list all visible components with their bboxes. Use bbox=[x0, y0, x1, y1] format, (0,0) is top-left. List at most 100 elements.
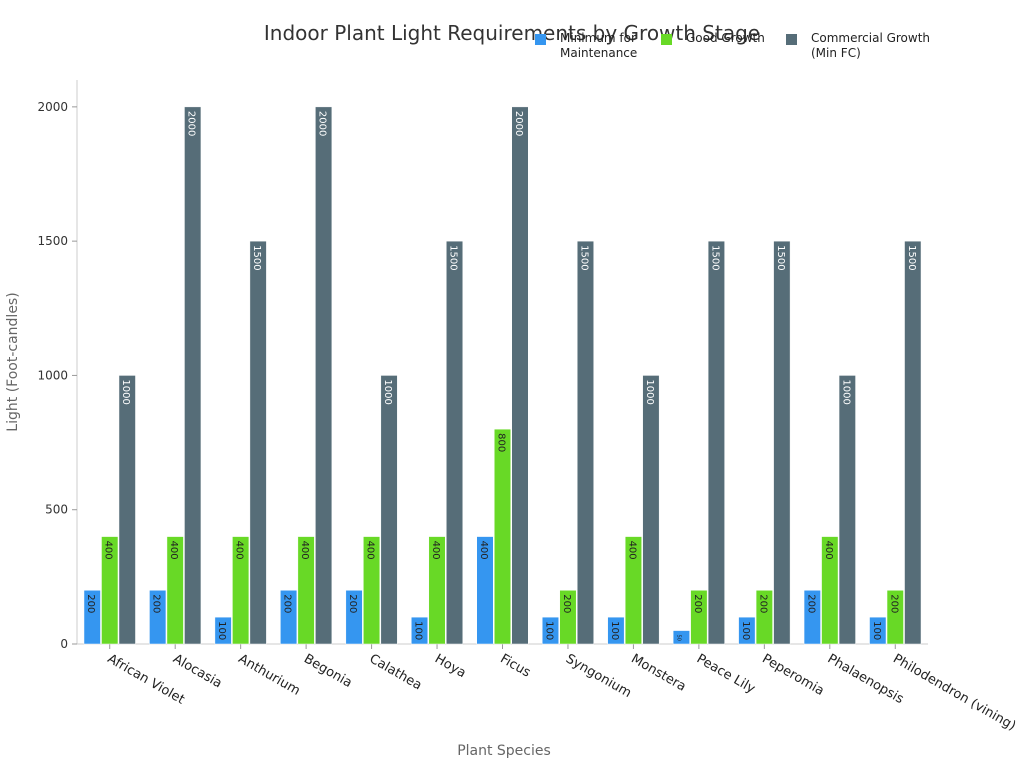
bar bbox=[280, 590, 298, 645]
legend-item: Good Growth bbox=[656, 31, 781, 61]
legend-label: Commercial Growth (Min FC) bbox=[811, 31, 931, 60]
bar bbox=[446, 240, 464, 645]
value-label: 100 bbox=[740, 621, 751, 640]
value-label: 100 bbox=[609, 621, 620, 640]
bar bbox=[232, 536, 250, 645]
bar bbox=[607, 616, 625, 645]
value-label: 1500 bbox=[709, 245, 720, 270]
bar bbox=[184, 106, 202, 645]
value-label: 400 bbox=[234, 541, 245, 560]
bar bbox=[707, 240, 725, 645]
value-label: 100 bbox=[871, 621, 882, 640]
value-label: 1500 bbox=[578, 245, 589, 270]
bar bbox=[428, 536, 446, 645]
value-label: 400 bbox=[299, 541, 310, 560]
value-label: 200 bbox=[85, 594, 96, 613]
value-label: 1000 bbox=[120, 379, 131, 404]
value-label: 400 bbox=[626, 541, 637, 560]
legend-label: Good Growth bbox=[686, 31, 765, 45]
value-label: 200 bbox=[692, 594, 703, 613]
legend-swatch bbox=[786, 34, 797, 45]
x-ticks bbox=[109, 644, 896, 649]
value-label: 1500 bbox=[251, 245, 262, 270]
bar bbox=[411, 616, 429, 645]
bar bbox=[315, 106, 333, 645]
bar bbox=[511, 106, 529, 645]
value-label: 1000 bbox=[840, 379, 851, 404]
bar bbox=[494, 428, 511, 645]
value-label: 200 bbox=[805, 594, 816, 613]
legend-label: Minimum for Maintenance bbox=[560, 31, 638, 60]
bar bbox=[118, 375, 136, 645]
bar bbox=[101, 536, 119, 645]
value-label: 200 bbox=[151, 594, 162, 613]
bar bbox=[345, 590, 363, 645]
legend-item: Commercial Growth (Min FC) bbox=[781, 31, 930, 61]
x-tick-label: Ficus bbox=[498, 651, 534, 680]
chart-title: Indoor Plant Light Requirements by Growt… bbox=[264, 21, 760, 45]
x-tick-label: Alocasia bbox=[170, 651, 224, 691]
value-label: 400 bbox=[103, 541, 114, 560]
x-tick-label: Anthurium bbox=[236, 651, 303, 698]
bar bbox=[838, 375, 856, 645]
x-tick-label: Syngonium bbox=[563, 651, 634, 701]
value-label: 1000 bbox=[382, 379, 393, 404]
x-tick-label: Peace Lily bbox=[694, 651, 758, 697]
value-label: 400 bbox=[365, 541, 376, 560]
value-label: 200 bbox=[561, 594, 572, 613]
value-label: 1000 bbox=[644, 379, 655, 404]
x-tick-label: Begonia bbox=[301, 651, 354, 690]
bar bbox=[886, 590, 904, 645]
legend-swatch bbox=[535, 34, 546, 45]
bar bbox=[738, 616, 756, 645]
value-label: 2000 bbox=[186, 111, 197, 136]
bar bbox=[755, 590, 773, 645]
bar bbox=[642, 375, 660, 645]
x-tick-label: Philodendron (vining) bbox=[890, 651, 1018, 734]
value-label: 100 bbox=[216, 621, 227, 640]
bar bbox=[690, 590, 708, 645]
bar bbox=[363, 536, 381, 645]
value-label: 2000 bbox=[317, 111, 328, 136]
x-tick-label: Calathea bbox=[367, 651, 425, 693]
bar bbox=[476, 536, 494, 645]
bar bbox=[249, 240, 267, 645]
legend-item: Minimum for Maintenance bbox=[530, 31, 656, 61]
y-tick-label: 1500 bbox=[37, 234, 68, 248]
bar bbox=[297, 536, 315, 645]
value-label: 200 bbox=[757, 594, 768, 613]
x-axis-title: Plant Species bbox=[457, 743, 551, 759]
bar bbox=[83, 590, 101, 645]
bar bbox=[559, 590, 577, 645]
value-label: 400 bbox=[478, 541, 489, 560]
bar bbox=[541, 616, 559, 645]
x-tick-label: Peperomia bbox=[759, 651, 826, 698]
bar bbox=[214, 616, 232, 645]
bar bbox=[803, 590, 821, 645]
value-label: 400 bbox=[823, 541, 834, 560]
y-tick-label: 500 bbox=[45, 503, 68, 517]
value-label: 400 bbox=[168, 541, 179, 560]
bar bbox=[869, 616, 887, 645]
y-tick-label: 0 bbox=[60, 637, 68, 651]
value-label: 200 bbox=[347, 594, 358, 613]
y-axis-title: Light (Foot-candles) bbox=[5, 292, 21, 431]
x-tick-label: Hoya bbox=[432, 651, 468, 681]
value-label: 50 bbox=[675, 635, 681, 641]
y-tick-label: 1000 bbox=[37, 368, 68, 382]
bar bbox=[773, 240, 791, 645]
value-label: 1500 bbox=[448, 245, 459, 270]
value-label: 2000 bbox=[513, 111, 524, 136]
value-label: 200 bbox=[888, 594, 899, 613]
bar bbox=[149, 590, 167, 645]
value-label: 100 bbox=[413, 621, 424, 640]
bar bbox=[821, 536, 839, 645]
legend-swatch bbox=[661, 34, 672, 45]
y-tick-label: 2000 bbox=[37, 100, 68, 114]
bar bbox=[904, 240, 922, 645]
value-label: 100 bbox=[543, 621, 554, 640]
value-label: 1500 bbox=[775, 245, 786, 270]
bar bbox=[380, 375, 398, 645]
